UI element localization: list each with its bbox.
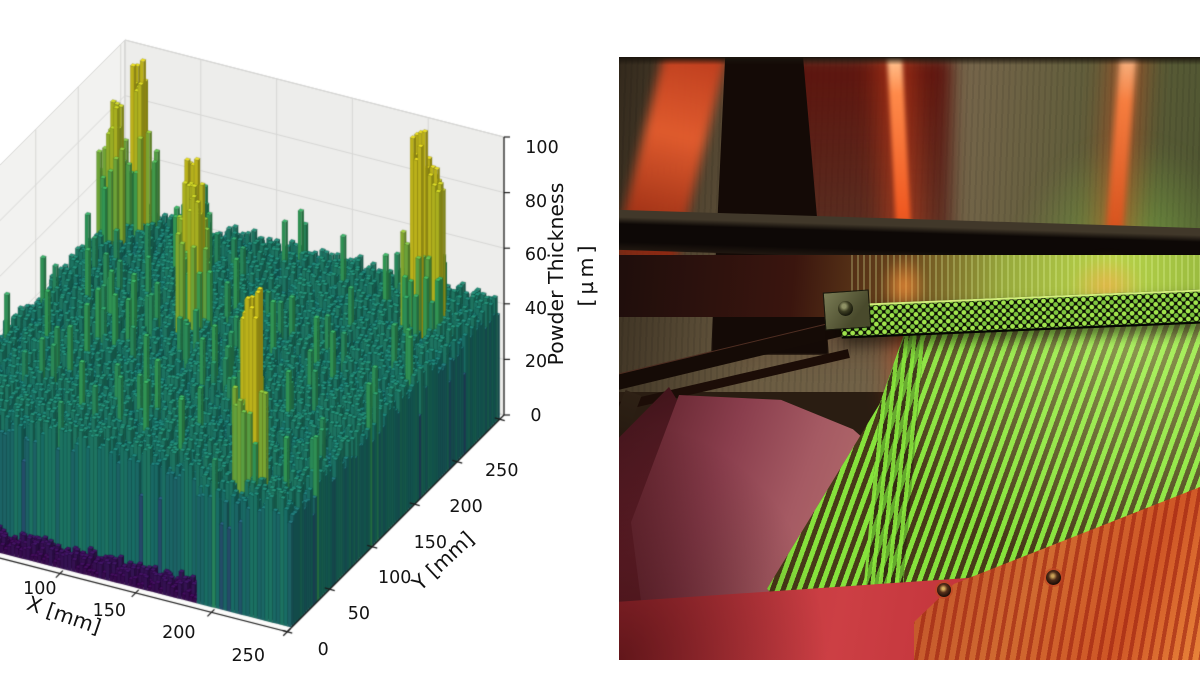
screw-left [937,583,951,597]
screw-right [1046,570,1061,585]
bar3d-scene-canvas [0,0,620,675]
z-axis-title-line2: [µm] [574,241,598,307]
z-axis-title: Powder Thickness [µm] [534,104,610,444]
powder-bed-photograph [619,57,1200,660]
photo-top-edge [619,57,1200,65]
z-axis-title-line1: Powder Thickness [544,182,569,366]
powder-thickness-3d-chart: 100 150 200 250 0 50 100 150 200 250 0 20 40 60 80 100 … [0,0,620,675]
hex-bolt [838,301,853,316]
corner-shadow [619,417,829,660]
